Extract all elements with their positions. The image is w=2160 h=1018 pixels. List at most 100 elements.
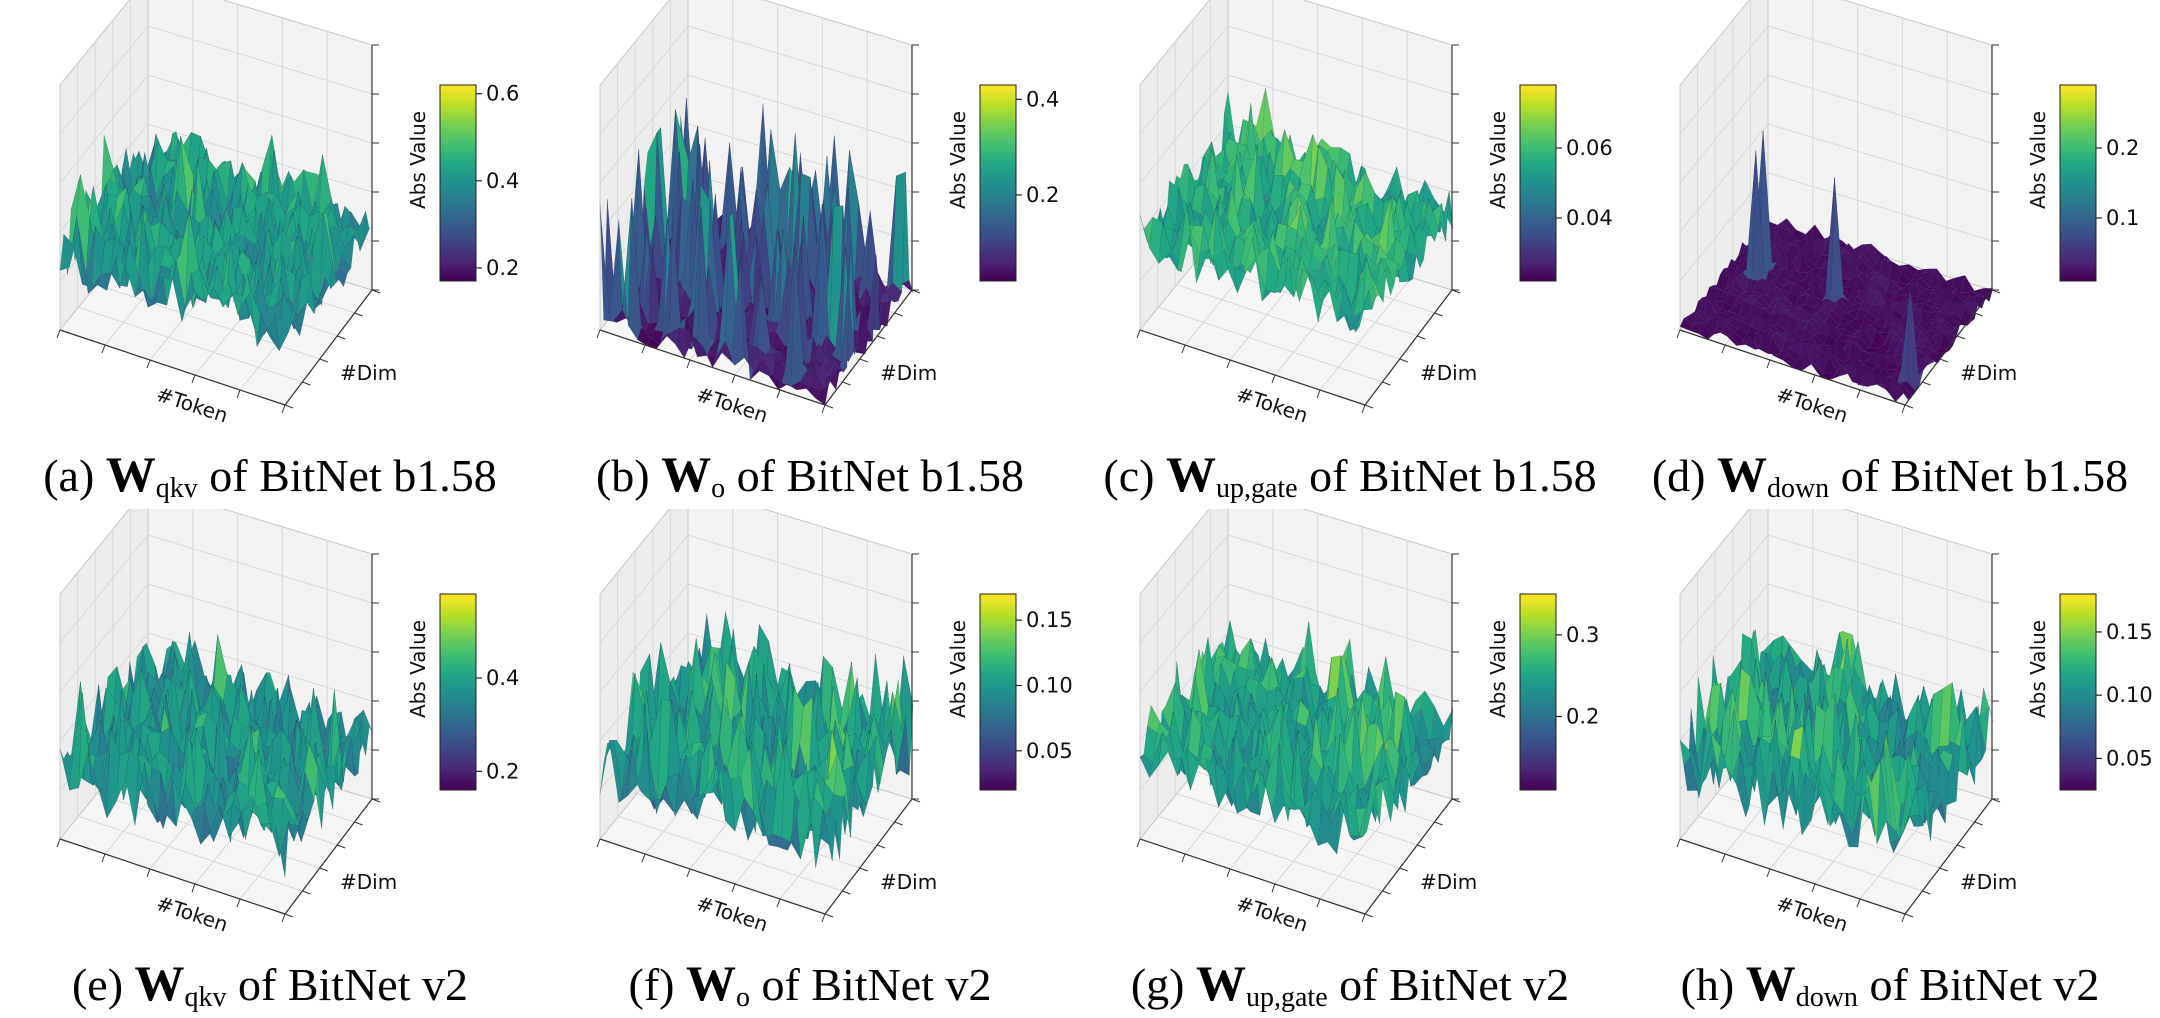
colorbar-tick-label: 0.05: [2106, 746, 2153, 770]
colorbar-tick-label: 0.2: [486, 759, 519, 783]
surface-cell: [881, 291, 895, 303]
z-axis-label: Abs Value: [946, 620, 970, 718]
caption-symbol: W: [105, 446, 156, 502]
z-axis-label: Abs Value: [2026, 111, 2050, 209]
caption-subscript: qkv: [184, 982, 227, 1013]
panel-a: #Token #Dim Abs Value 0.2 0.4 0.6 (a) Wqkv of …: [0, 0, 540, 509]
caption-subscript: o: [735, 982, 750, 1013]
y-axis-label: #Dim: [1960, 361, 2017, 385]
caption-prefix: (d): [1651, 450, 1717, 501]
y-axis-label: #Dim: [340, 870, 397, 894]
x-axis-label: #Token: [153, 382, 230, 428]
surface-cell: [1373, 266, 1388, 304]
colorbar-tick-label: 0.04: [1566, 206, 1613, 230]
caption-subscript: qkv: [155, 473, 198, 504]
surface-e: [59, 632, 374, 878]
panel-f: #Token #Dim Abs Value 0.05 0.10 0.15 (f) Wo of…: [540, 509, 1080, 1018]
z-axis-label: Abs Value: [406, 620, 430, 718]
caption-symbol: W: [1745, 955, 1796, 1011]
surface-cell: [1939, 749, 1953, 774]
x-axis-label: #Token: [693, 891, 770, 937]
colorbar-tick-label: 0.10: [1026, 673, 1073, 697]
caption-suffix: of BitNet v2: [1857, 959, 2100, 1010]
caption-d: (d) Wdown of BitNet b1.58: [1620, 445, 2160, 505]
colorbar-tick-label: 0.4: [486, 666, 519, 690]
caption-subscript: up,gate: [1246, 982, 1328, 1013]
surface-cell: [895, 717, 910, 776]
surface-cell: [319, 750, 333, 810]
caption-f: (f) Wo of BitNet v2: [540, 954, 1080, 1014]
surface-cell: [1414, 225, 1428, 261]
x-axis-label: #Token: [153, 891, 230, 937]
caption-prefix: (e): [71, 959, 135, 1010]
panel-c: #Token #Dim Abs Value 0.04 0.06 (c) Wup,gate …: [1080, 0, 1620, 509]
colorbar: [2059, 593, 2097, 791]
caption-subscript: o: [711, 473, 726, 504]
panel-d: #Token #Dim Abs Value 0.1 0.2 (d) Wdown of Bi…: [1620, 0, 2160, 509]
surface-cell: [275, 317, 289, 352]
y-axis-label: #Dim: [340, 361, 397, 385]
caption-a: (a) Wqkv of BitNet b1.58: [0, 445, 540, 505]
colorbar-tick-label: 0.15: [1026, 608, 1073, 632]
caption-e: (e) Wqkv of BitNet v2: [0, 954, 540, 1014]
surface-plot-h: #Token #Dim Abs Value 0.05 0.10 0.15: [1676, 509, 2153, 937]
surface-cell: [866, 729, 881, 785]
surface-cell: [275, 820, 289, 878]
caption-prefix: (a): [43, 450, 106, 501]
caption-suffix: of BitNet b1.58: [725, 450, 1025, 501]
surface-cell: [1979, 687, 1994, 722]
colorbar-tick-label: 0.2: [2106, 136, 2139, 160]
colorbar: [2059, 84, 2097, 282]
z-axis-label: Abs Value: [1486, 111, 1510, 209]
colorbar-tick-label: 0.3: [1566, 623, 1599, 647]
surface-cell: [892, 691, 906, 775]
caption-c: (c) Wup,gate of BitNet b1.58: [1080, 445, 1620, 505]
surface-cell: [1920, 357, 1935, 364]
colorbar-tick-label: 0.10: [2106, 683, 2153, 707]
surface-g: [1139, 620, 1454, 855]
caption-prefix: (h): [1680, 959, 1746, 1010]
colorbar-tick-label: 0.6: [486, 82, 519, 106]
z-axis-label: Abs Value: [406, 111, 430, 209]
colorbar: [439, 84, 477, 282]
caption-h: (h) Wdown of BitNet v2: [1620, 954, 2160, 1014]
caption-subscript: down: [1795, 982, 1858, 1013]
y-axis-label: #Dim: [1420, 361, 1477, 385]
z-axis-label: Abs Value: [946, 111, 970, 209]
surface-cell: [323, 750, 337, 810]
surface-cell: [323, 211, 337, 280]
surface-cell: [1975, 293, 1990, 302]
surface-cell: [1965, 298, 1979, 320]
y-axis-label: #Dim: [1960, 870, 2017, 894]
caption-symbol: W: [134, 955, 185, 1011]
caption-symbol: W: [661, 446, 712, 502]
caption-g: (g) Wup,gate of BitNet v2: [1080, 954, 1620, 1014]
z-axis-label: Abs Value: [1486, 620, 1510, 718]
colorbar: [439, 593, 477, 791]
surface-cell: [1895, 780, 1909, 840]
caption-suffix: of BitNet v2: [1327, 959, 1570, 1010]
caption-subscript: down: [1766, 473, 1830, 504]
surface-cell: [1373, 778, 1388, 788]
surface-b: [599, 98, 914, 406]
x-axis-label: #Token: [1233, 891, 1310, 937]
panel-b: #Token #Dim Abs Value 0.2 0.4 (b) Wo of BitNe…: [540, 0, 1080, 509]
surface-f: [599, 611, 914, 869]
colorbar-tick-label: 0.15: [2106, 620, 2153, 644]
z-axis-label: Abs Value: [2026, 620, 2050, 718]
x-axis-label: #Token: [1773, 891, 1850, 937]
caption-suffix: of BitNet b1.58: [197, 450, 497, 501]
surface-cell: [1359, 774, 1373, 837]
colorbar-tick-label: 0.2: [1566, 705, 1599, 729]
surface-cell: [1366, 257, 1380, 298]
caption-suffix: of BitNet v2: [749, 959, 992, 1010]
surface-cell: [1432, 202, 1446, 242]
surface-cell: [1917, 357, 1932, 374]
caption-prefix: (b): [595, 450, 662, 501]
colorbar-tick-label: 0.05: [1026, 739, 1073, 763]
panel-g: #Token #Dim Abs Value 0.2 0.3 (g) Wup,gate of…: [1080, 509, 1620, 1018]
surface-plot-e: #Token #Dim Abs Value 0.2 0.4: [56, 509, 519, 937]
